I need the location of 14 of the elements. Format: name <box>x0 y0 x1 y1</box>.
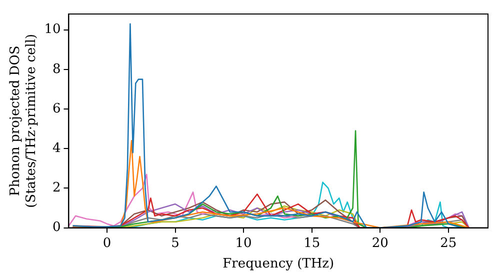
y-tick-label: 8 <box>52 62 61 77</box>
y-tick-label: 4 <box>52 140 61 156</box>
y-tick-label: 6 <box>52 101 61 116</box>
x-tick-label: 5 <box>171 236 180 251</box>
x-axis-title: Frequency (THz) <box>222 256 334 272</box>
x-tick-label: 15 <box>304 236 320 251</box>
y-tick-label: 2 <box>52 180 61 196</box>
y-tick-label: 0 <box>52 220 61 236</box>
x-tick-label: 0 <box>102 236 112 251</box>
x-tick-label: 10 <box>235 236 252 251</box>
y-tick-label: 10 <box>44 22 61 38</box>
x-tick-label: 25 <box>440 236 457 251</box>
x-tick-label: 20 <box>372 236 388 251</box>
y-axis-title: Phonon projected DOS (States/THz·primitive cell) <box>8 34 39 208</box>
